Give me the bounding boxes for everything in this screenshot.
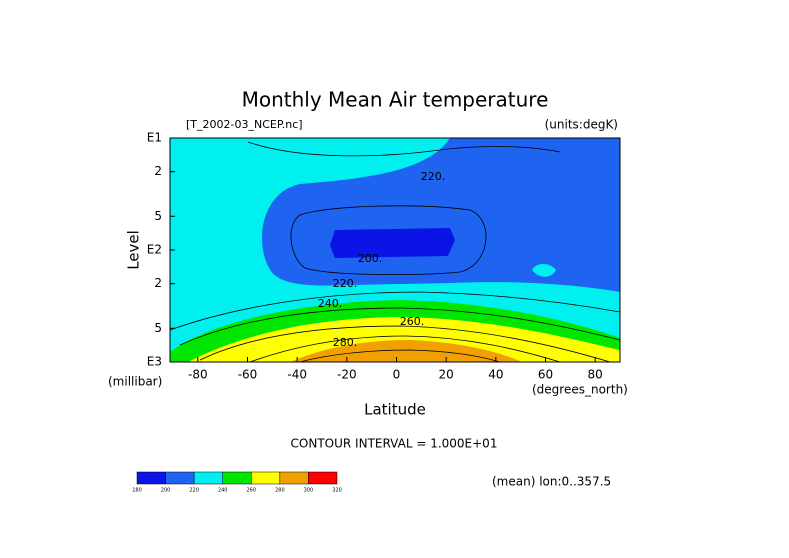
colorbar-swatch bbox=[165, 471, 195, 485]
colorbar-swatch bbox=[279, 471, 309, 485]
colorbar-swatch bbox=[222, 471, 252, 485]
x-tick-label: -80 bbox=[188, 368, 208, 382]
contour-region bbox=[532, 264, 556, 277]
x-tick-label: 20 bbox=[439, 368, 454, 382]
contour-line bbox=[179, 307, 620, 346]
contour-label: 220. bbox=[333, 277, 358, 290]
y-axis-units: (millibar) bbox=[108, 375, 162, 389]
x-tick-label: 40 bbox=[488, 368, 503, 382]
contour-region bbox=[188, 317, 620, 362]
y-tick-label: 5 bbox=[154, 321, 162, 335]
x-tick-label: -40 bbox=[287, 368, 307, 382]
y-tick-label: E2 bbox=[147, 243, 162, 257]
contour-line bbox=[199, 325, 611, 362]
source-label: [T_2002-03_NCEP.nc] bbox=[186, 118, 303, 131]
x-tick-label: 60 bbox=[538, 368, 553, 382]
y-axis-title: Level bbox=[125, 230, 143, 270]
colorbar-label: 300 bbox=[304, 488, 314, 494]
footer-note: (mean) lon:0..357.5 bbox=[492, 475, 611, 489]
y-tick-label: 2 bbox=[154, 164, 162, 178]
y-tick-label: E3 bbox=[147, 355, 162, 369]
contour-line bbox=[170, 291, 620, 331]
colorbar-label: 200 bbox=[161, 488, 171, 494]
contour-line bbox=[290, 205, 487, 276]
contour-region bbox=[330, 228, 455, 258]
contour-label: 260. bbox=[400, 315, 425, 328]
colorbar-label: 240 bbox=[218, 488, 228, 494]
colorbar-label: 280 bbox=[275, 488, 285, 494]
contour-interval: CONTOUR INTERVAL = 1.000E+01 bbox=[291, 437, 498, 451]
y-tick-label: 5 bbox=[154, 209, 162, 223]
chart-title: Monthly Mean Air temperature bbox=[242, 88, 549, 112]
x-tick-label: -20 bbox=[337, 368, 357, 382]
colorbar-label: 320 bbox=[332, 488, 342, 494]
units-label: (units:degK) bbox=[545, 118, 618, 132]
x-tick-label: 0 bbox=[393, 368, 401, 382]
contour-line bbox=[247, 141, 561, 157]
contour-line bbox=[249, 335, 561, 362]
colorbar-swatch bbox=[136, 471, 166, 485]
colorbar-label: 260 bbox=[247, 488, 257, 494]
colorbar-swatch bbox=[193, 471, 223, 485]
x-axis-title: Latitude bbox=[364, 401, 426, 419]
contour-label: 200. bbox=[358, 252, 383, 265]
x-tick-label: 80 bbox=[588, 368, 603, 382]
colorbar-label: 180 bbox=[132, 488, 142, 494]
y-tick-label: E1 bbox=[147, 131, 162, 145]
contour-label: 280. bbox=[333, 336, 358, 349]
contour-region bbox=[290, 340, 522, 362]
x-tick-label: -60 bbox=[238, 368, 258, 382]
contour-label: 240. bbox=[318, 297, 343, 310]
contour-label: 220. bbox=[421, 170, 446, 183]
colorbar-label: 220 bbox=[189, 488, 199, 494]
contour-fill bbox=[170, 138, 620, 362]
contour-line bbox=[299, 349, 501, 362]
y-tick-label: 2 bbox=[154, 276, 162, 290]
colorbar-swatch bbox=[308, 471, 338, 485]
x-axis-units: (degrees_north) bbox=[532, 383, 628, 397]
colorbar-swatch bbox=[251, 471, 281, 485]
